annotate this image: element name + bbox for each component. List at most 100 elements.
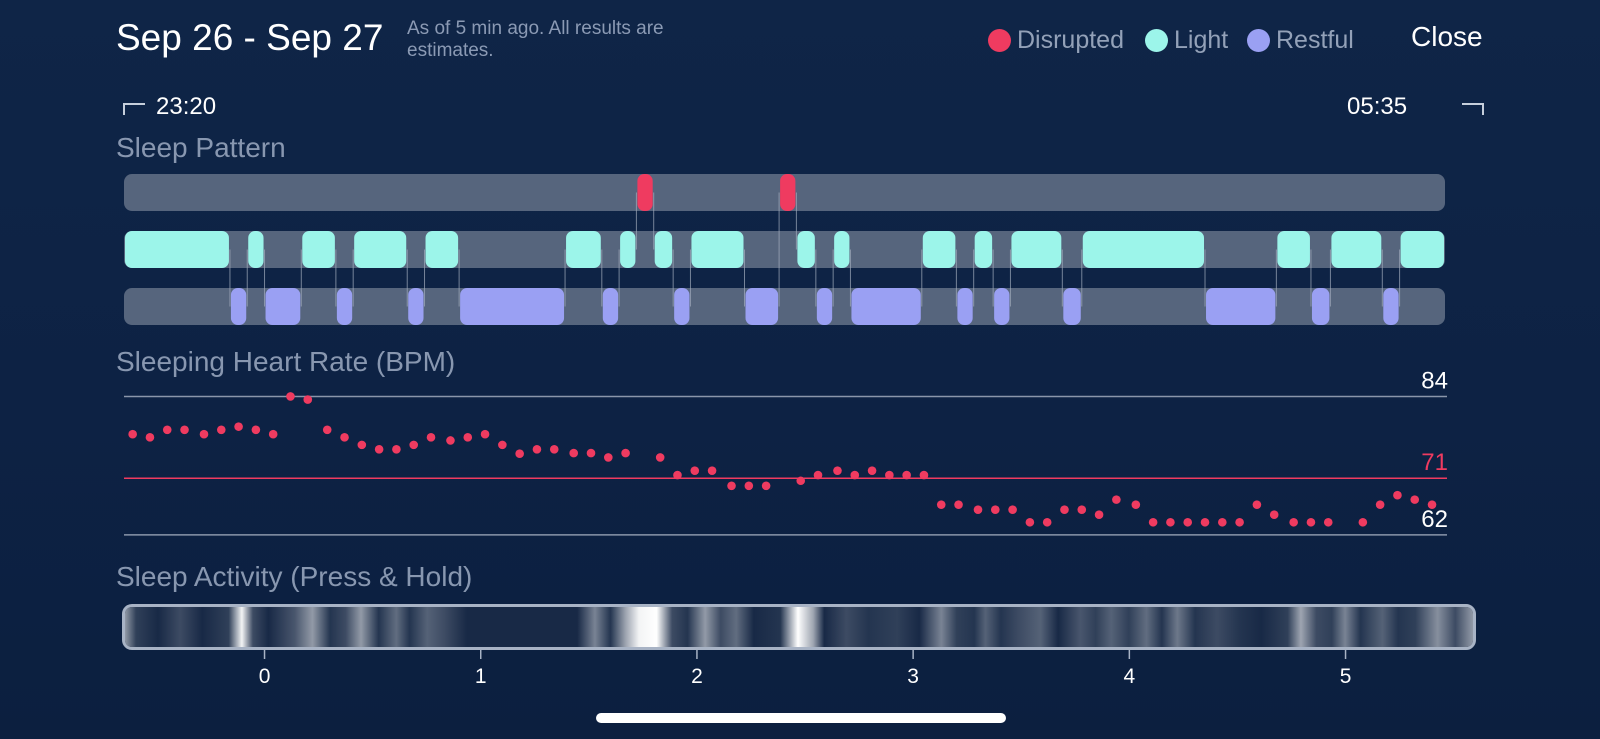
heart-rate-point (340, 433, 349, 442)
heart-rate-point (216, 425, 226, 435)
legend-label: Disrupted (1017, 25, 1124, 54)
segment-restful (957, 288, 973, 325)
segment-light (974, 231, 993, 268)
axis-tick-label: 5 (1340, 665, 1352, 688)
heart-rate-point (446, 436, 455, 445)
heart-rate-point (744, 481, 754, 491)
segment-light (922, 231, 956, 268)
heart-rate-point (463, 433, 473, 442)
segment-light (425, 231, 459, 268)
heart-rate-point (813, 470, 823, 480)
heart-rate-point (1025, 517, 1035, 527)
heart-rate-point (1166, 517, 1175, 527)
segment-light (1400, 231, 1444, 268)
disrupted-dot-icon (988, 28, 1011, 52)
segment-restful (336, 288, 353, 325)
heart-rate-point (322, 425, 332, 435)
heart-rate-point (796, 476, 806, 486)
time-axis: 0 1 2 3 4 5 (259, 650, 1352, 688)
segment-restful (745, 288, 779, 325)
heart-rate-point (268, 429, 278, 439)
heart-rate-point (586, 448, 596, 458)
heart-rate-point (234, 422, 243, 431)
axis-tick-label: 0 (259, 665, 271, 688)
heart-rate-point (1427, 500, 1437, 509)
heart-rate-point (850, 470, 860, 480)
heart-rate-point (954, 500, 963, 509)
heart-rate-point (357, 440, 367, 450)
axis-tick-label: 4 (1124, 665, 1136, 688)
heart-rate-point (919, 470, 929, 480)
heart-rate-point (1410, 495, 1420, 504)
last-updated-note: As of 5 min ago. All results are estimat… (407, 18, 664, 61)
heart-rate-point (1289, 517, 1298, 527)
heart-rate-point (480, 429, 490, 439)
heart-rate-point (621, 448, 630, 458)
range-start-bracket-icon (123, 103, 145, 115)
heart-rate-point (936, 500, 946, 509)
heart-rate-point (1077, 505, 1087, 514)
sleep-activity-title: Sleep Activity (Press & Hold) (116, 561, 473, 592)
segment-light (248, 231, 264, 268)
sleep-activity-bar[interactable] (122, 604, 1476, 650)
segment-light (1277, 231, 1310, 268)
segment-light (1331, 231, 1382, 268)
heart-rate-point (867, 466, 877, 475)
heart-rate-point (707, 466, 717, 475)
heart-rate-point (1060, 505, 1069, 514)
heart-rate-point (1269, 510, 1279, 520)
heart-rate-point (532, 444, 542, 454)
heart-rate-point (1131, 500, 1141, 509)
heart-rate-point (690, 466, 700, 475)
segment-restful (1063, 288, 1081, 325)
heart-rate-point (1393, 490, 1402, 500)
heart-rate-point (1218, 517, 1227, 527)
segment-restful (602, 288, 619, 325)
segment-light (834, 231, 850, 268)
light-dot-icon (1145, 28, 1168, 52)
segment-light (566, 231, 601, 268)
heart-rate-point (1112, 495, 1121, 504)
segment-disrupted (780, 174, 796, 211)
reference-label-62: 62 (1421, 506, 1448, 533)
axis-tick-label: 2 (691, 665, 703, 688)
axis-tick-label: 1 (475, 665, 487, 688)
segment-restful (994, 288, 1010, 325)
heart-rate-point (426, 433, 436, 442)
heart-rate-point (990, 505, 1000, 514)
reference-label-84: 84 (1421, 367, 1448, 394)
heart-rate-point (180, 425, 189, 435)
heart-rate-point (1148, 517, 1158, 527)
legend-item-disrupted: Disrupted (988, 25, 1124, 55)
segment-light (691, 231, 744, 268)
heart-rate-point (251, 425, 261, 435)
heart-rate-point (1375, 500, 1385, 509)
heart-rate-point (1306, 517, 1316, 527)
segment-light (302, 231, 335, 268)
segment-restful (1311, 288, 1330, 325)
heart-rate-point (409, 440, 419, 450)
close-button[interactable]: Close (1411, 21, 1483, 52)
sleep-pattern-chart (124, 174, 1445, 325)
segment-restful (265, 288, 301, 325)
legend-label: Light (1174, 25, 1229, 54)
heart-rate-point (569, 448, 579, 458)
segment-restful (460, 288, 565, 325)
end-time: 05:35 (1347, 93, 1408, 120)
range-end-bracket-icon (1462, 103, 1484, 115)
heart-rate-point (374, 444, 384, 454)
start-time: 23:20 (156, 93, 217, 120)
track-restful (124, 288, 1445, 325)
heart-rate-point (498, 440, 507, 450)
heart-rate-point (1094, 510, 1104, 520)
heart-rate-point (833, 466, 842, 475)
segment-light (1082, 231, 1205, 268)
heart-rate-point (1183, 517, 1193, 527)
legend-item-restful: Restful (1247, 25, 1354, 55)
heart-rate-point (515, 449, 524, 458)
heart-rate-point (603, 453, 613, 462)
heart-rate-title: Sleeping Heart Rate (BPM) (116, 346, 456, 377)
axis-tick-label: 3 (907, 665, 919, 688)
segment-light (654, 231, 673, 268)
home-indicator[interactable] (596, 713, 1006, 723)
